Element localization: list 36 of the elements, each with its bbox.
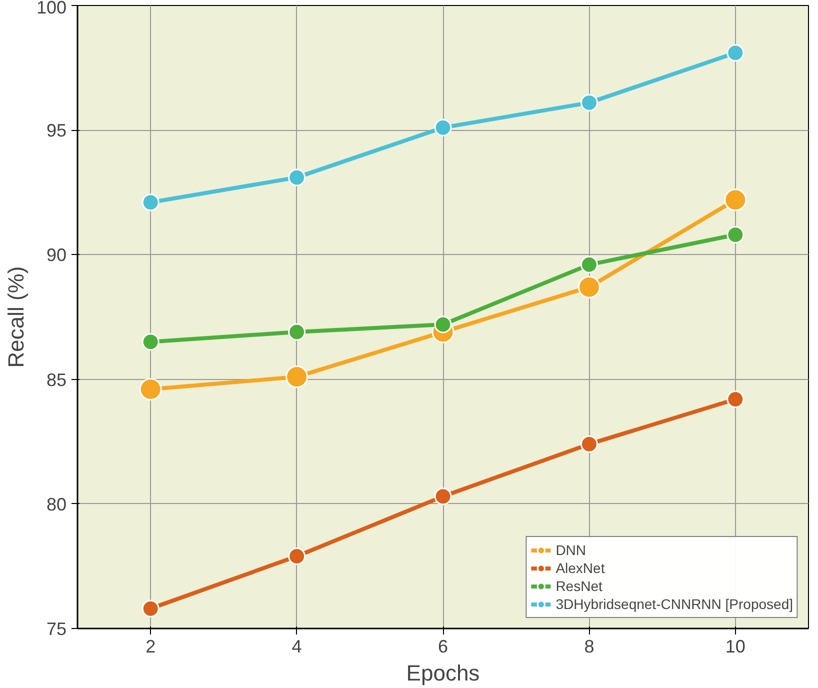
point — [286, 366, 308, 388]
x-tick-label: 10 — [725, 636, 746, 656]
y-tick-label: 75 — [46, 619, 67, 639]
point — [724, 188, 747, 212]
x-tick-label: 8 — [584, 636, 594, 656]
point — [288, 323, 306, 341]
point — [288, 168, 306, 186]
point — [580, 435, 598, 453]
y-tick-label: 85 — [46, 370, 67, 390]
legend-label: AlexNet — [556, 560, 605, 576]
legend-label: ResNet — [556, 578, 602, 594]
x-tick-label: 4 — [292, 636, 302, 656]
point — [288, 548, 306, 565]
point — [139, 378, 162, 400]
y-tick-label: 90 — [46, 245, 67, 266]
point — [142, 333, 160, 351]
y-tick-label: 80 — [46, 494, 67, 514]
point — [434, 316, 452, 334]
point — [434, 488, 452, 506]
y-tick-label: 95 — [46, 120, 67, 141]
legend-label: 3DHybridseqnet-CNNRNN [Proposed] — [556, 596, 793, 612]
point — [580, 94, 598, 112]
point — [434, 118, 452, 136]
x-tick-label: 6 — [438, 636, 448, 656]
point — [578, 276, 600, 298]
point — [726, 226, 744, 244]
point — [142, 600, 160, 618]
legend-label: DNN — [556, 542, 586, 558]
y-axis-title: Recall (%) — [3, 266, 28, 368]
x-tick-label: 2 — [146, 636, 156, 656]
point — [580, 256, 598, 274]
x-axis-title: Epochs — [406, 660, 480, 686]
point — [726, 44, 744, 62]
point — [726, 390, 744, 408]
y-tick-label: 100 — [36, 0, 67, 18]
point — [142, 194, 160, 212]
